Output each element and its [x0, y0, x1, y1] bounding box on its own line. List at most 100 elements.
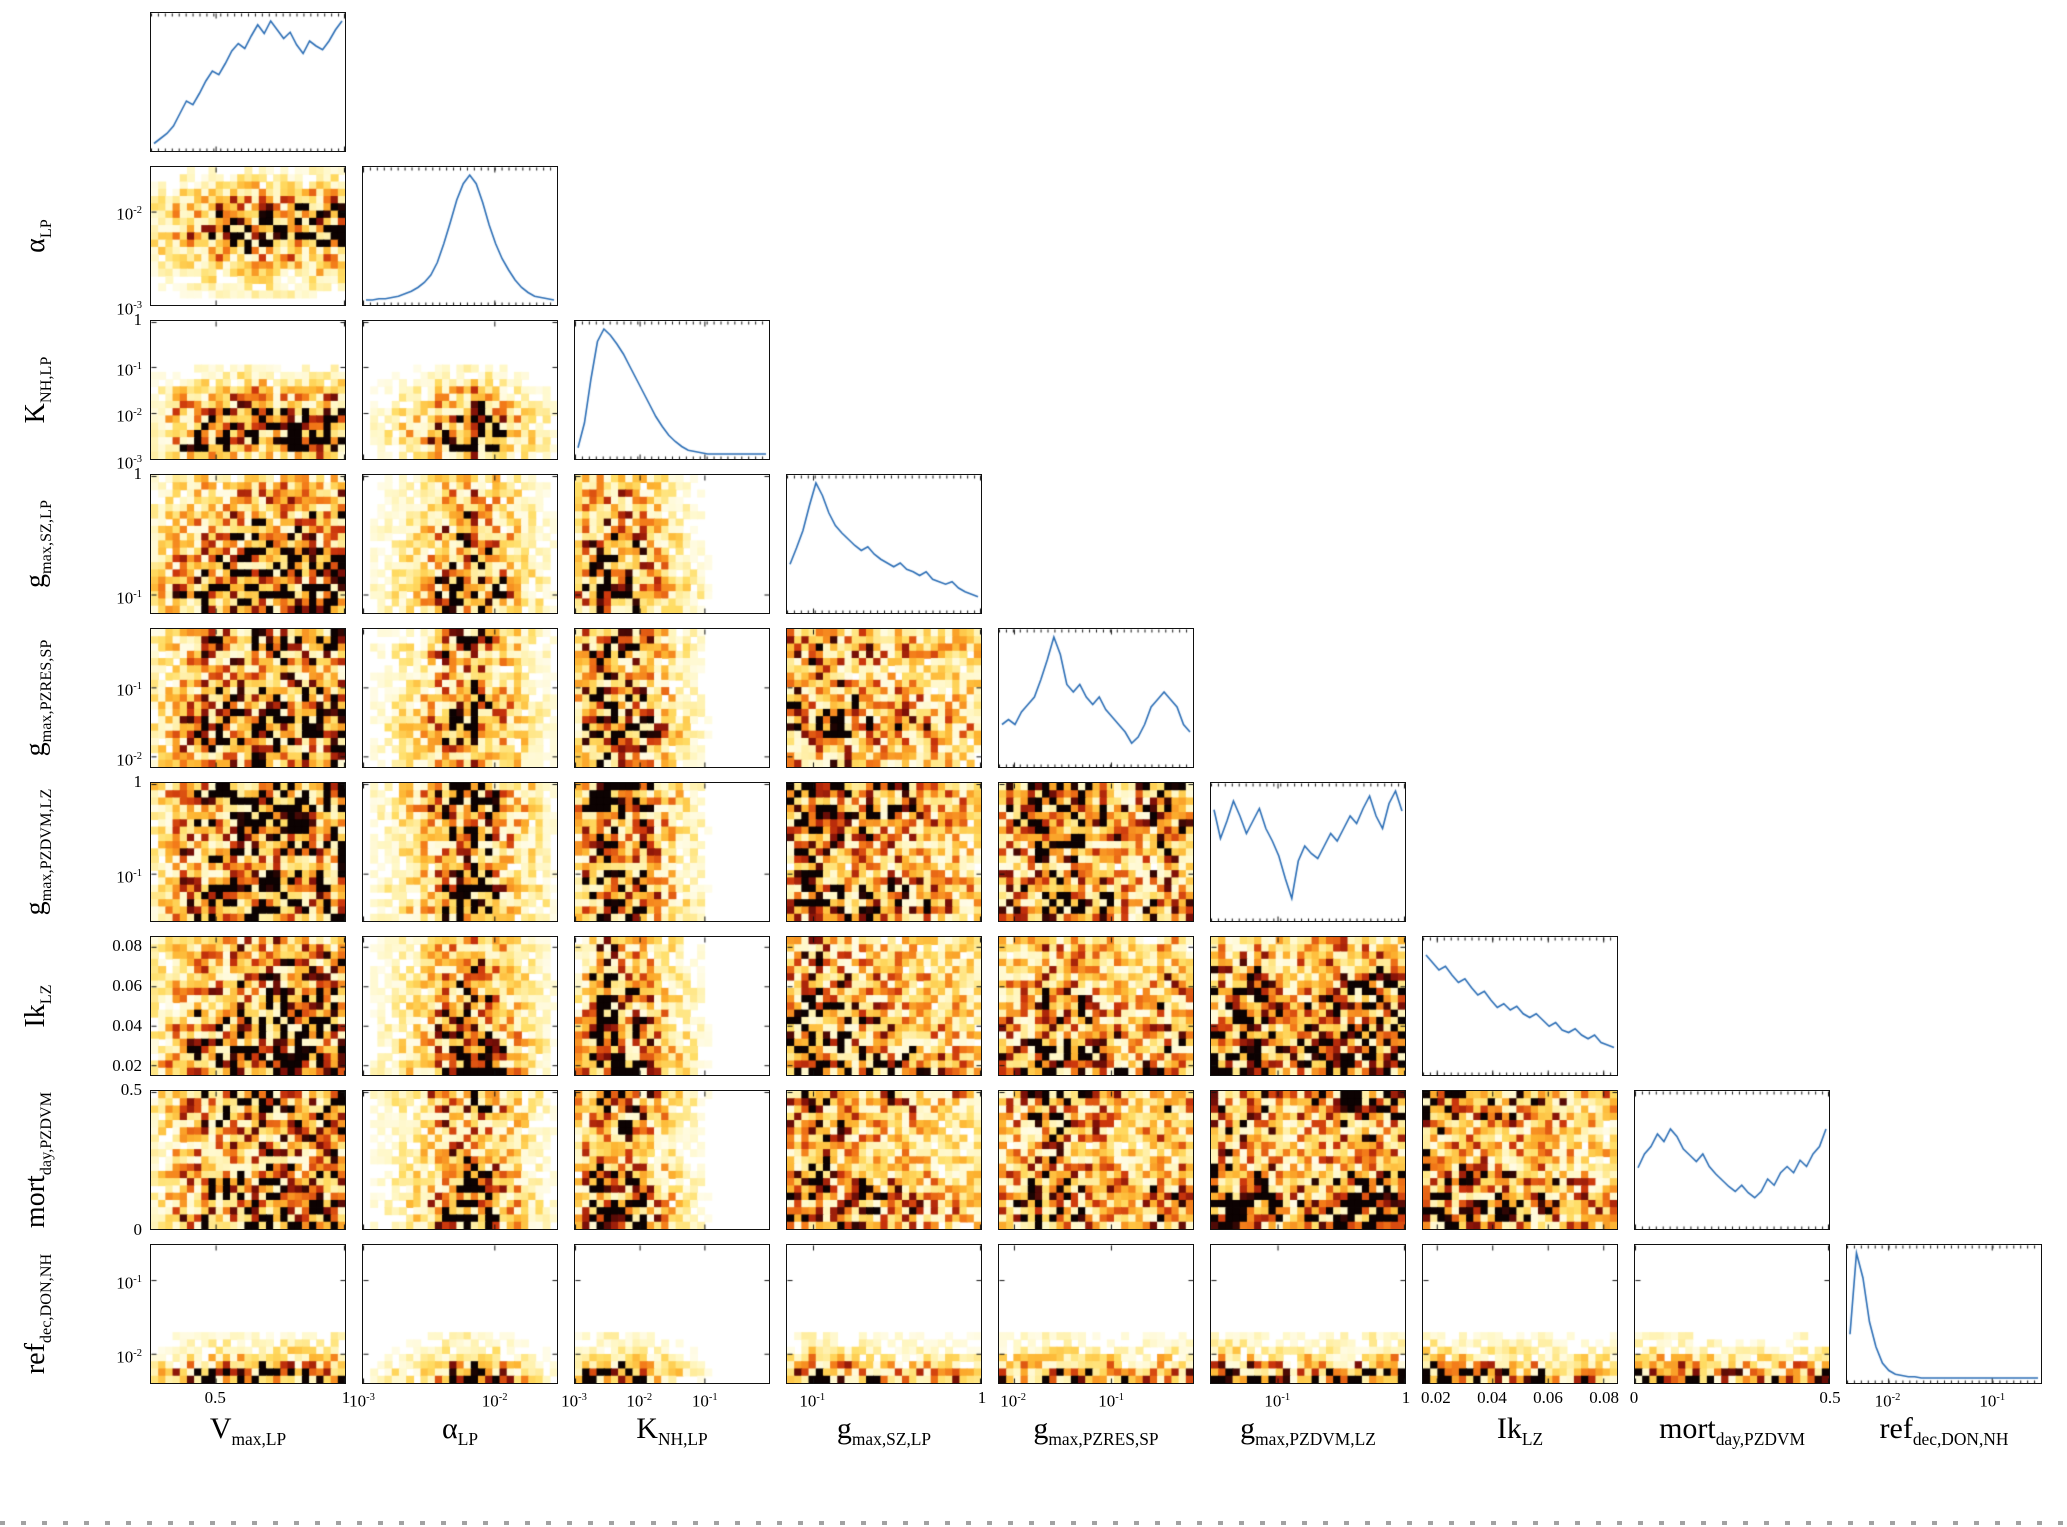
param-label-K_NH_LP: KNH,LP [636, 1412, 708, 1449]
tick-label: 1 [341, 1388, 351, 1407]
density-panel-mort_day_PZDVM [1634, 1090, 1830, 1230]
tick-label: 0.06 [1533, 1388, 1563, 1407]
col-axis-label-g_max_PZRES_SP: gmax,PZRES,SP [998, 1412, 1194, 1450]
joint-density-canvas [151, 475, 345, 613]
heatmap-panel-ref_dec_DON_NH-vs-K_NH_LP [574, 1244, 770, 1384]
marginal-density-canvas [1635, 1091, 1829, 1229]
param-label-g_max_PZDVM_LZ: gmax,PZDVM,LZ [20, 788, 55, 916]
param-label-Ik_LZ: IkLZ [20, 984, 55, 1028]
heatmap-panel-K_NH_LP-vs-alpha_LP [362, 320, 558, 460]
param-label-g_max_SZ_LP: gmax,SZ,LP [20, 500, 55, 588]
cropped-tick-strip [0, 1521, 2067, 1525]
tick-label: 10-3 [349, 1391, 375, 1411]
heatmap-panel-mort_day_PZDVM-vs-g_max_PZRES_SP [998, 1090, 1194, 1230]
row-axis-label-alpha_LP: αLP [20, 219, 56, 253]
heatmap-panel-mort_day_PZDVM-vs-Ik_LZ [1422, 1090, 1618, 1230]
tick-label: 1 [133, 464, 143, 483]
tick-label: 10-2 [116, 750, 142, 770]
joint-density-canvas [363, 629, 557, 767]
tick-label: 10-2 [626, 1391, 653, 1411]
joint-density-canvas [1211, 1091, 1405, 1229]
tick-label: 0.5 [1819, 1388, 1841, 1407]
marginal-density-canvas [999, 629, 1193, 767]
density-panel-Vmax_LP [150, 12, 346, 152]
tick-label: 0 [133, 1220, 143, 1239]
heatmap-panel-ref_dec_DON_NH-vs-Ik_LZ [1422, 1244, 1618, 1384]
tick-label: 10-1 [116, 867, 142, 887]
col-axis-label-K_NH_LP: KNH,LP [574, 1412, 770, 1450]
heatmap-panel-g_max_PZDVM_LZ-vs-Vmax_LP [150, 782, 346, 922]
marginal-density-canvas [575, 321, 769, 459]
param-label-alpha_LP: αLP [441, 1412, 478, 1449]
tick-label: 0 [1629, 1388, 1639, 1407]
heatmap-panel-g_max_PZRES_SP-vs-alpha_LP [362, 628, 558, 768]
tick-label: 10-1 [116, 1273, 142, 1293]
tick-label: 1 [1401, 1388, 1411, 1407]
param-label-g_max_SZ_LP: gmax,SZ,LP [836, 1412, 932, 1449]
col-axis-label-alpha_LP: αLP [362, 1412, 558, 1450]
tick-label: 0.02 [1421, 1388, 1451, 1407]
heatmap-panel-g_max_PZDVM_LZ-vs-g_max_SZ_LP [786, 782, 982, 922]
heatmap-panel-ref_dec_DON_NH-vs-Vmax_LP [150, 1244, 346, 1384]
joint-density-canvas [575, 629, 769, 767]
heatmap-panel-g_max_PZRES_SP-vs-K_NH_LP [574, 628, 770, 768]
heatmap-panel-g_max_SZ_LP-vs-alpha_LP [362, 474, 558, 614]
joint-density-canvas [1211, 937, 1405, 1075]
tick-label: 0.08 [112, 935, 142, 955]
tick-label: 1 [133, 772, 143, 791]
joint-density-canvas [575, 475, 769, 613]
heatmap-panel-g_max_PZDVM_LZ-vs-K_NH_LP [574, 782, 770, 922]
heatmap-panel-g_max_SZ_LP-vs-Vmax_LP [150, 474, 346, 614]
tick-label: 10-1 [799, 1391, 826, 1411]
row-axis-label-g_max_PZDVM_LZ: gmax,PZDVM,LZ [20, 789, 56, 916]
tick-label: 10-2 [116, 1347, 142, 1367]
heatmap-panel-g_max_PZDVM_LZ-vs-g_max_PZRES_SP [998, 782, 1194, 922]
tick-label: 0.5 [120, 1080, 142, 1099]
tick-label: 10-1 [1098, 1391, 1124, 1411]
row-axis-label-Ik_LZ: IkLZ [20, 984, 56, 1027]
joint-density-canvas [999, 1091, 1193, 1229]
heatmap-panel-Ik_LZ-vs-Vmax_LP [150, 936, 346, 1076]
tick-label: 10-3 [116, 299, 142, 319]
heatmap-panel-Ik_LZ-vs-g_max_PZDVM_LZ [1210, 936, 1406, 1076]
marginal-density-canvas [1847, 1245, 2041, 1383]
param-label-Vmax_LP: Vmax,LP [209, 1412, 287, 1449]
marginal-density-canvas [151, 13, 345, 151]
param-label-Ik_LZ: IkLZ [1496, 1412, 1544, 1449]
heatmap-panel-ref_dec_DON_NH-vs-alpha_LP [362, 1244, 558, 1384]
joint-density-canvas [787, 783, 981, 921]
tick-label: 10-2 [116, 204, 142, 224]
heatmap-panel-mort_day_PZDVM-vs-g_max_PZDVM_LZ [1210, 1090, 1406, 1230]
density-panel-Ik_LZ [1422, 936, 1618, 1076]
param-label-mort_day_PZDVM: mortday,PZDVM [1659, 1412, 1805, 1449]
tick-label: 0.02 [112, 1056, 142, 1076]
col-axis-label-mort_day_PZDVM: mortday,PZDVM [1634, 1412, 1830, 1450]
heatmap-panel-ref_dec_DON_NH-vs-mort_day_PZDVM [1634, 1244, 1830, 1384]
col-axis-label-Ik_LZ: IkLZ [1422, 1412, 1618, 1450]
joint-density-canvas [999, 1245, 1193, 1383]
joint-density-canvas [787, 1091, 981, 1229]
col-axis-label-ref_dec_DON_NH: refdec,DON,NH [1846, 1412, 2042, 1450]
joint-density-canvas [575, 1091, 769, 1229]
tick-label: 10-3 [116, 453, 142, 473]
param-label-alpha_LP: αLP [20, 219, 55, 253]
joint-density-canvas [151, 629, 345, 767]
marginal-density-canvas [787, 475, 981, 613]
heatmap-panel-Ik_LZ-vs-g_max_SZ_LP [786, 936, 982, 1076]
joint-density-canvas [1423, 1091, 1617, 1229]
density-panel-K_NH_LP [574, 320, 770, 460]
joint-density-canvas [151, 1091, 345, 1229]
tick-label: 10-1 [116, 360, 142, 380]
tick-label: 0.06 [112, 975, 142, 995]
joint-density-canvas [151, 321, 345, 459]
param-label-ref_dec_DON_NH: refdec,DON,NH [20, 1253, 55, 1375]
param-label-ref_dec_DON_NH: refdec,DON,NH [1879, 1412, 2009, 1449]
row-axis-label-g_max_SZ_LP: gmax,SZ,LP [20, 500, 56, 588]
heatmap-panel-K_NH_LP-vs-Vmax_LP [150, 320, 346, 460]
joint-density-canvas [999, 783, 1193, 921]
tick-label: 10-2 [481, 1391, 508, 1411]
heatmap-panel-mort_day_PZDVM-vs-K_NH_LP [574, 1090, 770, 1230]
tick-label: 10-1 [1264, 1391, 1291, 1411]
col-axis-label-g_max_SZ_LP: gmax,SZ,LP [786, 1412, 982, 1450]
